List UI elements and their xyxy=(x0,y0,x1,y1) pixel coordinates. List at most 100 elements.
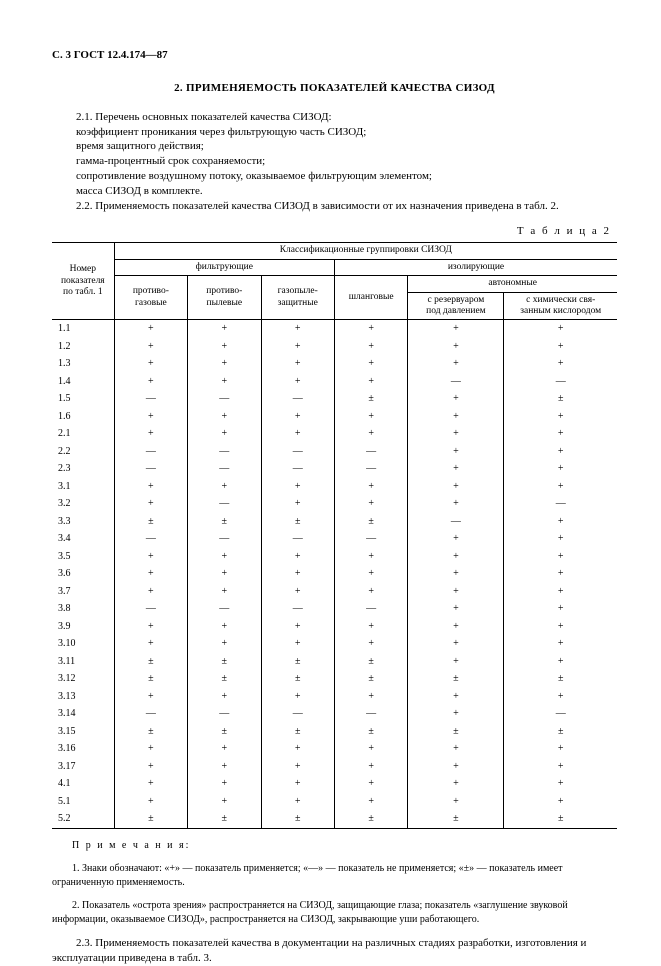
cell: + xyxy=(114,320,187,338)
cell: — xyxy=(188,460,261,478)
cell: ± xyxy=(408,670,504,688)
p21-item: масса СИЗОД в комплекте. xyxy=(52,184,617,199)
cell: — xyxy=(114,600,187,618)
th-c5: с резервуаромпод давлением xyxy=(408,292,504,320)
cell: ± xyxy=(334,810,407,828)
cell: — xyxy=(261,460,334,478)
cell: + xyxy=(334,618,407,636)
cell: + xyxy=(408,478,504,496)
row-num: 1.2 xyxy=(52,338,114,356)
cell: + xyxy=(334,355,407,373)
notes: П р и м е ч а н и я: 1. Знаки обозначают… xyxy=(52,839,617,927)
cell: + xyxy=(504,548,617,566)
cell: ± xyxy=(408,810,504,828)
cell: + xyxy=(334,338,407,356)
cell: — xyxy=(188,390,261,408)
table-row: 3.3±±±±—+ xyxy=(52,513,617,531)
cell: + xyxy=(261,320,334,338)
cell: — xyxy=(188,495,261,513)
cell: + xyxy=(261,775,334,793)
cell: + xyxy=(408,740,504,758)
th-c6: с химически свя-занным кислородом xyxy=(504,292,617,320)
table-row: 5.1++++++ xyxy=(52,793,617,811)
cell: ± xyxy=(504,810,617,828)
table-row: 1.5———±+± xyxy=(52,390,617,408)
table-row: 3.17++++++ xyxy=(52,758,617,776)
cell: + xyxy=(114,618,187,636)
cell: — xyxy=(188,705,261,723)
cell: — xyxy=(334,460,407,478)
cell: + xyxy=(504,478,617,496)
cell: + xyxy=(504,320,617,338)
p23: 2.3. Применяемость показателей качества … xyxy=(52,936,617,966)
cell: + xyxy=(188,478,261,496)
th-c2: противо-пылевые xyxy=(188,276,261,320)
cell: — xyxy=(114,530,187,548)
cell: + xyxy=(188,793,261,811)
cell: + xyxy=(261,793,334,811)
table-row: 3.7++++++ xyxy=(52,583,617,601)
cell: + xyxy=(334,740,407,758)
row-num: 3.15 xyxy=(52,723,114,741)
cell: ± xyxy=(261,723,334,741)
cell: + xyxy=(504,355,617,373)
row-num: 3.3 xyxy=(52,513,114,531)
cell: ± xyxy=(188,723,261,741)
cell: + xyxy=(188,320,261,338)
cell: + xyxy=(334,408,407,426)
cell: + xyxy=(188,635,261,653)
row-num: 2.2 xyxy=(52,443,114,461)
cell: + xyxy=(408,635,504,653)
p22: 2.2. Применяемость показателей качества … xyxy=(52,199,617,214)
cell: + xyxy=(334,320,407,338)
cell: ± xyxy=(504,390,617,408)
cell: + xyxy=(504,338,617,356)
cell: — xyxy=(504,373,617,391)
th-filt: фильтрующие xyxy=(114,259,334,275)
cell: + xyxy=(261,373,334,391)
cell: + xyxy=(408,408,504,426)
cell: + xyxy=(408,495,504,513)
cell: — xyxy=(261,390,334,408)
cell: ± xyxy=(114,653,187,671)
cell: + xyxy=(504,793,617,811)
cell: + xyxy=(188,548,261,566)
table-row: 1.2++++++ xyxy=(52,338,617,356)
cell: + xyxy=(504,565,617,583)
cell: + xyxy=(334,548,407,566)
cell: + xyxy=(188,688,261,706)
cell: + xyxy=(504,688,617,706)
cell: + xyxy=(114,408,187,426)
cell: + xyxy=(261,425,334,443)
cell: + xyxy=(504,460,617,478)
th-c3: газопыле-защитные xyxy=(261,276,334,320)
row-num: 3.14 xyxy=(52,705,114,723)
row-num: 3.17 xyxy=(52,758,114,776)
cell: + xyxy=(334,425,407,443)
cell: + xyxy=(114,758,187,776)
cell: + xyxy=(261,635,334,653)
cell: + xyxy=(504,740,617,758)
row-num: 5.2 xyxy=(52,810,114,828)
row-num: 1.4 xyxy=(52,373,114,391)
cell: + xyxy=(188,565,261,583)
cell: + xyxy=(114,338,187,356)
table-row: 3.6++++++ xyxy=(52,565,617,583)
row-num: 3.12 xyxy=(52,670,114,688)
cell: + xyxy=(334,635,407,653)
table-row: 1.1++++++ xyxy=(52,320,617,338)
cell: — xyxy=(334,443,407,461)
cell: + xyxy=(114,583,187,601)
row-num: 3.1 xyxy=(52,478,114,496)
cell: — xyxy=(261,530,334,548)
cell: — xyxy=(261,600,334,618)
p21-lead: 2.1. Перечень основных показателей качес… xyxy=(52,110,617,125)
th-top: Классификационные группировки СИЗОД xyxy=(114,243,617,259)
cell: ± xyxy=(114,810,187,828)
cell: + xyxy=(334,373,407,391)
row-num: 1.3 xyxy=(52,355,114,373)
section-title: 2. ПРИМЕНЯЕМОСТЬ ПОКАЗАТЕЛЕЙ КАЧЕСТВА СИ… xyxy=(52,81,617,96)
row-num: 1.1 xyxy=(52,320,114,338)
p21-item: коэффициент проникания через фильтрующую… xyxy=(52,125,617,140)
cell: + xyxy=(188,758,261,776)
